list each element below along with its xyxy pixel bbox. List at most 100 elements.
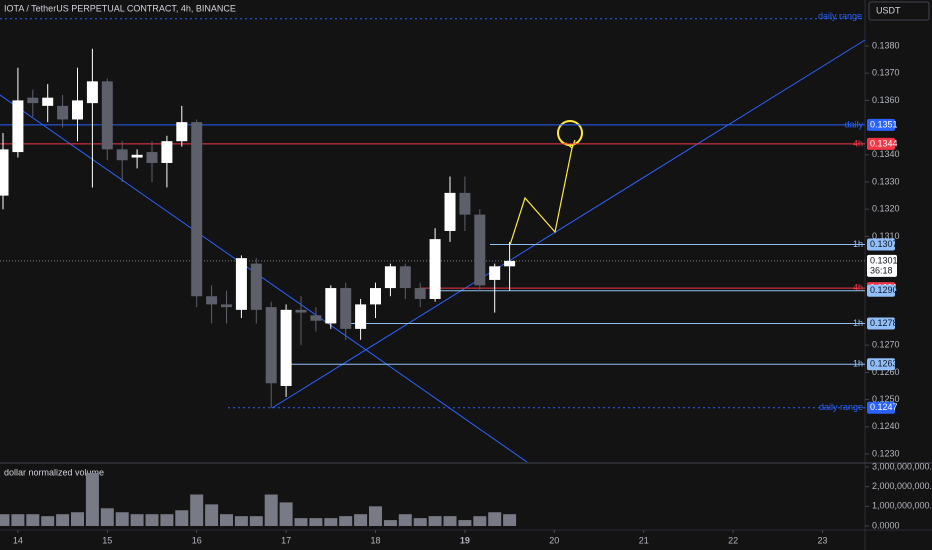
price-label-box — [867, 118, 895, 131]
candle-body — [131, 154, 143, 158]
level-name: daily range — [818, 11, 862, 21]
price-label: 0.1263 — [870, 359, 898, 369]
candle-body — [399, 266, 411, 289]
volume-bar — [190, 494, 204, 526]
candle-body — [161, 141, 173, 163]
candle-body — [355, 304, 367, 329]
y-tick-label: 0.1330 — [872, 176, 900, 186]
volume-bar — [264, 494, 278, 526]
x-tick-label: 18 — [370, 535, 380, 545]
volume-bar — [56, 514, 70, 526]
volume-bar — [249, 516, 263, 526]
trend-line — [0, 94, 528, 463]
candle-body — [176, 122, 188, 142]
x-tick-label: 23 — [817, 535, 827, 545]
volume-bar — [428, 516, 442, 526]
projection-path — [509, 147, 573, 246]
price-label: 0.1307 — [870, 239, 898, 249]
volume-bar — [309, 518, 323, 526]
volume-bar — [145, 514, 159, 526]
volume-bar — [160, 514, 174, 526]
y-tick-label: 0.1310 — [872, 231, 900, 241]
candle-body — [221, 304, 232, 308]
candle-body — [12, 100, 24, 153]
last-price-label: 0.1301 — [870, 255, 898, 265]
candle-body — [295, 309, 307, 313]
y-tick-label: 0.1240 — [872, 421, 900, 431]
level-name: 1h — [853, 239, 863, 249]
y2-tick-label: 1,000,000,000.0000 — [872, 501, 932, 511]
price-label: 0.1247 — [870, 402, 898, 412]
price-label-box — [867, 137, 895, 150]
price-label-box — [867, 317, 895, 330]
price-label-box — [867, 401, 895, 414]
x-tick-label: 19 — [460, 535, 470, 545]
volume-bar — [294, 518, 308, 526]
candle-body — [146, 152, 158, 163]
target-circle — [557, 120, 583, 146]
candle-body — [325, 288, 337, 324]
y-tick-label: 0.1340 — [872, 149, 900, 159]
volume-bar — [205, 504, 219, 526]
volume-bar — [100, 508, 114, 526]
x-tick-label: 14 — [13, 535, 23, 545]
volume-title: dollar normalized volume — [4, 467, 104, 477]
y-tick-label: 0.1230 — [872, 448, 900, 458]
candle-body — [72, 100, 83, 120]
volume-bar — [26, 514, 40, 526]
volume-bar — [41, 516, 55, 526]
volume-bar — [175, 510, 189, 526]
volume-bar — [354, 514, 368, 526]
x-tick-label: 17 — [281, 535, 291, 545]
candle-body — [370, 288, 381, 305]
y2-tick-label: 2,000,000,000.0000 — [872, 481, 932, 491]
volume-bar — [413, 518, 427, 526]
volume-bar — [458, 520, 472, 526]
volume-bar — [130, 514, 144, 526]
level-name: 4h — [853, 282, 863, 292]
candle-body — [265, 307, 277, 384]
last-price-box — [867, 254, 897, 277]
price-label: 0.1351 — [870, 119, 898, 129]
candle-body — [340, 288, 352, 329]
x-tick-label: 20 — [549, 535, 559, 545]
level-name: 1h — [853, 359, 863, 369]
candle-body — [42, 97, 54, 106]
price-label: 0.1344 — [870, 138, 898, 148]
price-label: 0.1290 — [870, 285, 898, 295]
x-tick-label: 15 — [102, 535, 112, 545]
candle-body — [444, 192, 456, 231]
y-tick-label: 0.1370 — [872, 68, 900, 78]
currency-box[interactable] — [868, 1, 930, 21]
trend-line — [271, 39, 866, 409]
volume-bar — [339, 516, 353, 526]
y2-tick-label: 3,000,000,000.0000 — [872, 461, 932, 471]
countdown: 36:18 — [870, 265, 893, 275]
price-label: 0.1278 — [870, 318, 898, 328]
volume-bar — [369, 506, 382, 526]
volume-bar — [220, 514, 233, 526]
volume-bar — [71, 512, 84, 526]
candle-body — [280, 309, 292, 386]
candle-body — [414, 288, 426, 299]
candle-body — [489, 266, 501, 280]
price-label-box — [867, 284, 895, 297]
y-tick-label: 0.1360 — [872, 95, 900, 105]
candle-body — [101, 81, 113, 150]
level-name: daily — [844, 119, 863, 129]
currency[interactable]: USDT — [876, 5, 901, 15]
candle-body — [27, 97, 39, 104]
volume-bar — [234, 516, 248, 526]
candle-body — [235, 258, 247, 310]
volume-bar — [383, 520, 397, 526]
candle-body — [191, 122, 203, 297]
volume-bar — [0, 514, 10, 526]
volume-bar — [85, 472, 99, 526]
volume-bar — [398, 514, 412, 526]
x-tick-label: 22 — [728, 535, 738, 545]
volume-bar — [473, 516, 487, 526]
candle-body — [116, 149, 128, 161]
y-tick-label: 0.1320 — [872, 204, 900, 214]
level-name: daily range — [819, 402, 863, 412]
candle-body — [504, 260, 516, 267]
